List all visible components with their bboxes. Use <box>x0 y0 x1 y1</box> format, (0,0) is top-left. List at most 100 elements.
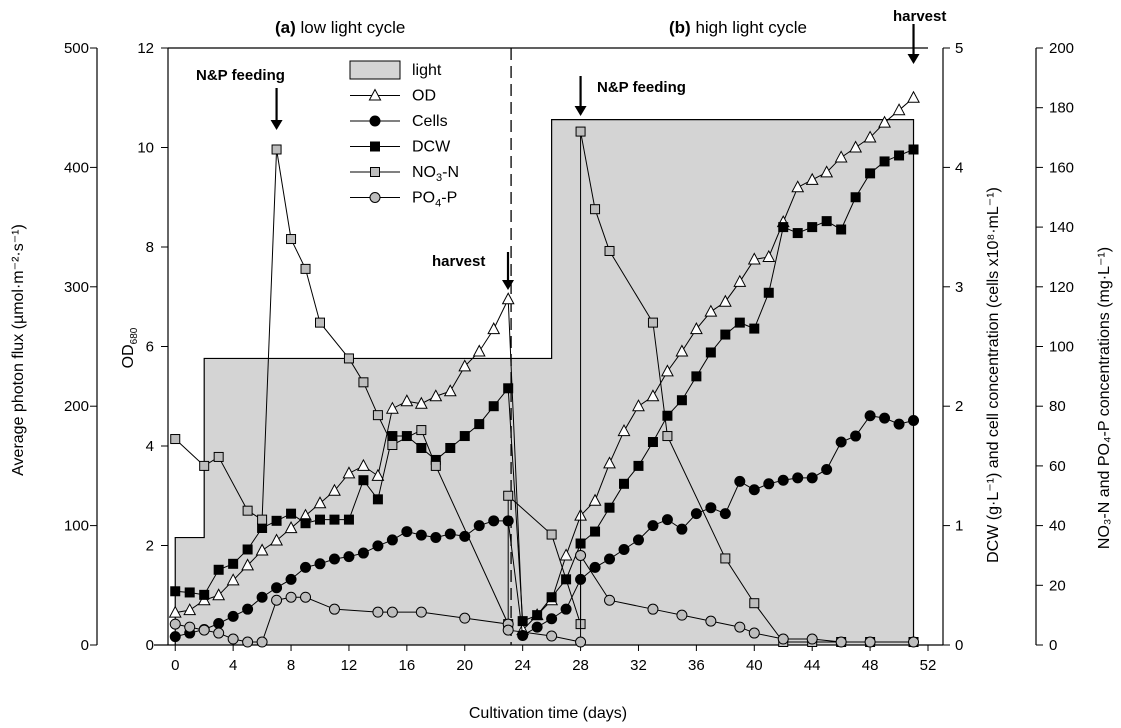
data-point <box>300 518 311 529</box>
data-point <box>242 505 253 516</box>
data-point <box>590 526 601 537</box>
data-point <box>271 144 282 155</box>
data-point <box>300 263 311 274</box>
light-area-layer <box>174 119 915 645</box>
data-point <box>806 633 818 645</box>
data-point <box>170 434 181 445</box>
right_inner-tick-label: 3 <box>955 279 963 296</box>
data-point <box>546 529 557 540</box>
right_outer-tick-label: 120 <box>1049 279 1074 296</box>
data-point <box>704 304 718 317</box>
data-point <box>400 394 414 407</box>
left-outer-axis-title: Average photon flux (µmol·m⁻²·s⁻¹) <box>10 224 27 476</box>
data-point <box>256 636 268 648</box>
data-point <box>372 494 383 505</box>
x-tick-label: 8 <box>287 657 295 674</box>
series-line <box>175 97 914 632</box>
data-point <box>501 292 515 305</box>
data-point <box>199 460 210 471</box>
data-point <box>372 540 384 552</box>
x-tick-label: 28 <box>572 657 589 674</box>
legend-marker <box>369 192 381 203</box>
data-point <box>603 456 616 469</box>
x-tick-label: 44 <box>804 657 821 674</box>
data-point <box>619 478 629 489</box>
legend-label: Cells <box>412 113 448 130</box>
right_inner-tick-label: 4 <box>955 159 963 176</box>
data-point <box>894 150 905 161</box>
annotations: (a) low light cycle (b) high light cycle N… <box>196 8 946 290</box>
data-point <box>807 222 818 233</box>
data-point <box>430 460 441 471</box>
data-point <box>415 606 427 618</box>
legend-label-part: -N <box>442 164 459 181</box>
data-point <box>821 463 833 475</box>
data-point <box>588 493 602 506</box>
data-point <box>633 460 644 471</box>
data-point <box>343 353 354 364</box>
right_outer-tick-label: 180 <box>1049 100 1074 117</box>
right_inner-tick-label: 0 <box>955 637 963 654</box>
data-point <box>748 627 760 639</box>
data-point <box>170 586 181 597</box>
data-point <box>908 415 920 427</box>
left_inner-tick-label: 12 <box>137 40 154 57</box>
data-point <box>720 329 731 340</box>
data-point <box>488 401 499 412</box>
data-point <box>372 606 384 618</box>
legend-label-part: PO <box>412 190 435 207</box>
legend-marker <box>368 88 382 101</box>
legend-label-part: NO <box>412 164 436 181</box>
data-point <box>487 322 501 335</box>
data-point <box>315 317 325 328</box>
data-point <box>777 633 789 645</box>
legend-label: OD <box>412 88 436 105</box>
data-point <box>329 514 340 525</box>
data-point <box>662 431 673 442</box>
data-point <box>647 520 659 532</box>
data-point <box>850 430 862 442</box>
data-point <box>357 547 369 559</box>
data-point <box>416 442 427 453</box>
data-point <box>213 564 224 575</box>
data-point <box>503 490 514 501</box>
data-point <box>459 612 471 624</box>
data-point <box>371 468 385 481</box>
right_outer-tick-label: 160 <box>1049 159 1074 176</box>
data-point <box>575 549 587 561</box>
series-layer <box>168 90 920 648</box>
x-tick-label: 48 <box>862 657 879 674</box>
data-point <box>356 458 370 471</box>
data-point <box>675 344 689 357</box>
data-point <box>835 636 847 648</box>
data-point <box>227 633 239 645</box>
data-point <box>792 228 803 239</box>
data-point <box>168 605 182 618</box>
data-point <box>430 532 442 544</box>
data-point <box>908 144 919 155</box>
light-outline <box>174 119 915 645</box>
data-point <box>792 472 804 484</box>
data-point <box>820 165 834 178</box>
data-point <box>228 558 239 569</box>
data-point <box>198 624 210 636</box>
legend-marker <box>369 115 381 127</box>
data-point <box>865 168 876 179</box>
data-point <box>444 528 456 540</box>
data-point <box>315 514 325 525</box>
data-point <box>385 401 399 414</box>
legend-marker <box>370 167 380 177</box>
data-point <box>661 514 673 526</box>
left_inner-tick-label: 8 <box>146 239 154 256</box>
data-point <box>213 618 225 630</box>
right_outer-tick-label: 80 <box>1049 398 1066 415</box>
data-point <box>503 383 514 394</box>
data-point <box>604 553 616 565</box>
data-point <box>720 553 731 564</box>
data-point <box>850 192 861 203</box>
data-point <box>747 252 761 265</box>
data-point <box>257 514 268 525</box>
data-point <box>386 534 398 546</box>
